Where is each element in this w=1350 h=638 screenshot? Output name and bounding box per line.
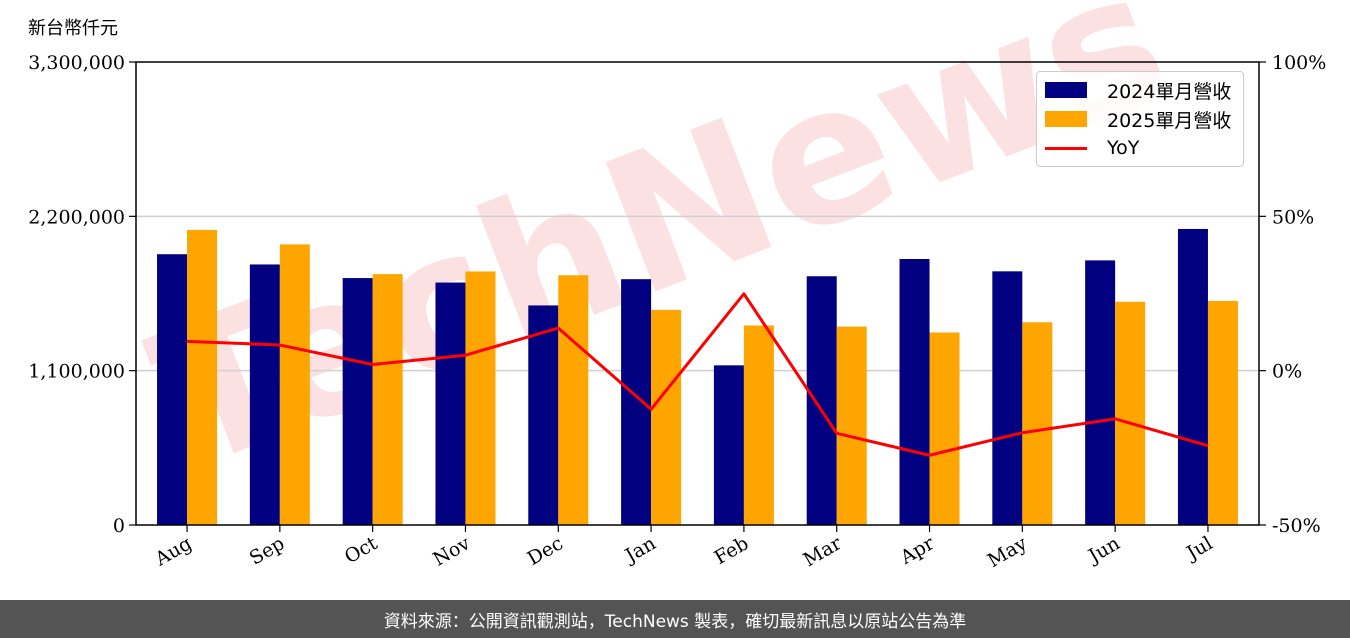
x-tick-label-aug: Aug xyxy=(151,532,196,571)
chart-svg: TechNews01,100,0002,200,0003,300,000-50%… xyxy=(28,0,1326,572)
legend-label-2024: 2024單月營收 xyxy=(1107,80,1232,103)
bar-2024-dec xyxy=(528,305,559,525)
yoy-line xyxy=(186,292,1209,457)
bar-2024-jun xyxy=(1085,260,1116,525)
x-tick-label-jun: Jun xyxy=(1083,532,1124,568)
bar-2025-may xyxy=(1022,322,1053,525)
bar-2025-nov xyxy=(465,271,496,525)
bar-2025-jan xyxy=(651,309,682,525)
bar-2025-oct xyxy=(372,274,403,525)
bar-2024-aug xyxy=(157,254,188,525)
x-tick-label-jul: Jul xyxy=(1181,532,1216,565)
bar-2025-sep xyxy=(279,244,310,526)
bar-2024-oct xyxy=(342,278,373,525)
left-tick-label: 2,200,000 xyxy=(28,206,125,228)
x-tick-label-feb: Feb xyxy=(711,532,753,569)
legend-item-2024: 2024單月營收 xyxy=(1045,78,1232,103)
legend-item-yoy: YoY xyxy=(1045,136,1139,160)
bar-2025-apr xyxy=(929,332,960,525)
left-tick-label: 0 xyxy=(113,515,125,537)
bar-2025-mar xyxy=(836,326,867,525)
right-tick-label: 100% xyxy=(1272,52,1326,74)
bar-2024-jan xyxy=(621,279,652,525)
left-tick-label: 1,100,000 xyxy=(28,361,125,383)
revenue-chart: TechNews 0 1,100,000 2,200,000 3,300,000 -50%… xyxy=(28,0,1326,572)
bar-2024-jul xyxy=(1177,228,1208,525)
bar-2024-may xyxy=(992,271,1023,525)
legend-line-yoy xyxy=(1045,146,1087,150)
x-tick-label-apr: Apr xyxy=(896,532,939,569)
bar-2024-sep xyxy=(249,264,280,525)
right-tick-label: 0% xyxy=(1272,361,1302,383)
plot-frame xyxy=(135,61,1260,526)
bar-2025-aug xyxy=(187,229,218,525)
y-axis-unit-label: 新台幣仟元 xyxy=(28,18,118,39)
bar-2025-jul xyxy=(1207,300,1238,525)
bar-2024-feb xyxy=(713,365,744,525)
bar-2024-nov xyxy=(435,282,466,525)
left-tick-label: 3,300,000 xyxy=(28,52,125,74)
x-tick-label-jan: Jan xyxy=(620,532,660,568)
legend-label-2025: 2025單月營收 xyxy=(1107,109,1232,132)
legend-item-2025: 2025單月營收 xyxy=(1045,107,1232,132)
source-footer: 資料來源：公開資訊觀測站，TechNews 製表，確切最新訊息以原站公告為準 xyxy=(0,600,1350,638)
bar-2024-apr xyxy=(899,258,930,525)
right-tick-label: -50% xyxy=(1272,515,1321,537)
x-tick-label-dec: Dec xyxy=(524,532,567,570)
right-tick-label: 50% xyxy=(1272,206,1314,228)
x-tick-label-sep: Sep xyxy=(246,532,289,569)
x-tick-label-may: May xyxy=(984,532,1031,572)
chart-legend: 2024單月營收 2025單月營收 YoY xyxy=(1036,71,1244,167)
x-tick-label-mar: Mar xyxy=(800,532,846,571)
x-tick-label-oct: Oct xyxy=(341,532,382,568)
x-tick-label-nov: Nov xyxy=(429,532,474,571)
legend-label-yoy: YoY xyxy=(1107,137,1140,159)
bar-2025-feb xyxy=(743,325,774,525)
bar-2024-mar xyxy=(806,276,837,525)
legend-swatch-2024 xyxy=(1045,82,1087,98)
legend-swatch-2025 xyxy=(1045,111,1087,127)
bar-2025-jun xyxy=(1115,301,1146,525)
bar-2025-dec xyxy=(558,275,589,525)
